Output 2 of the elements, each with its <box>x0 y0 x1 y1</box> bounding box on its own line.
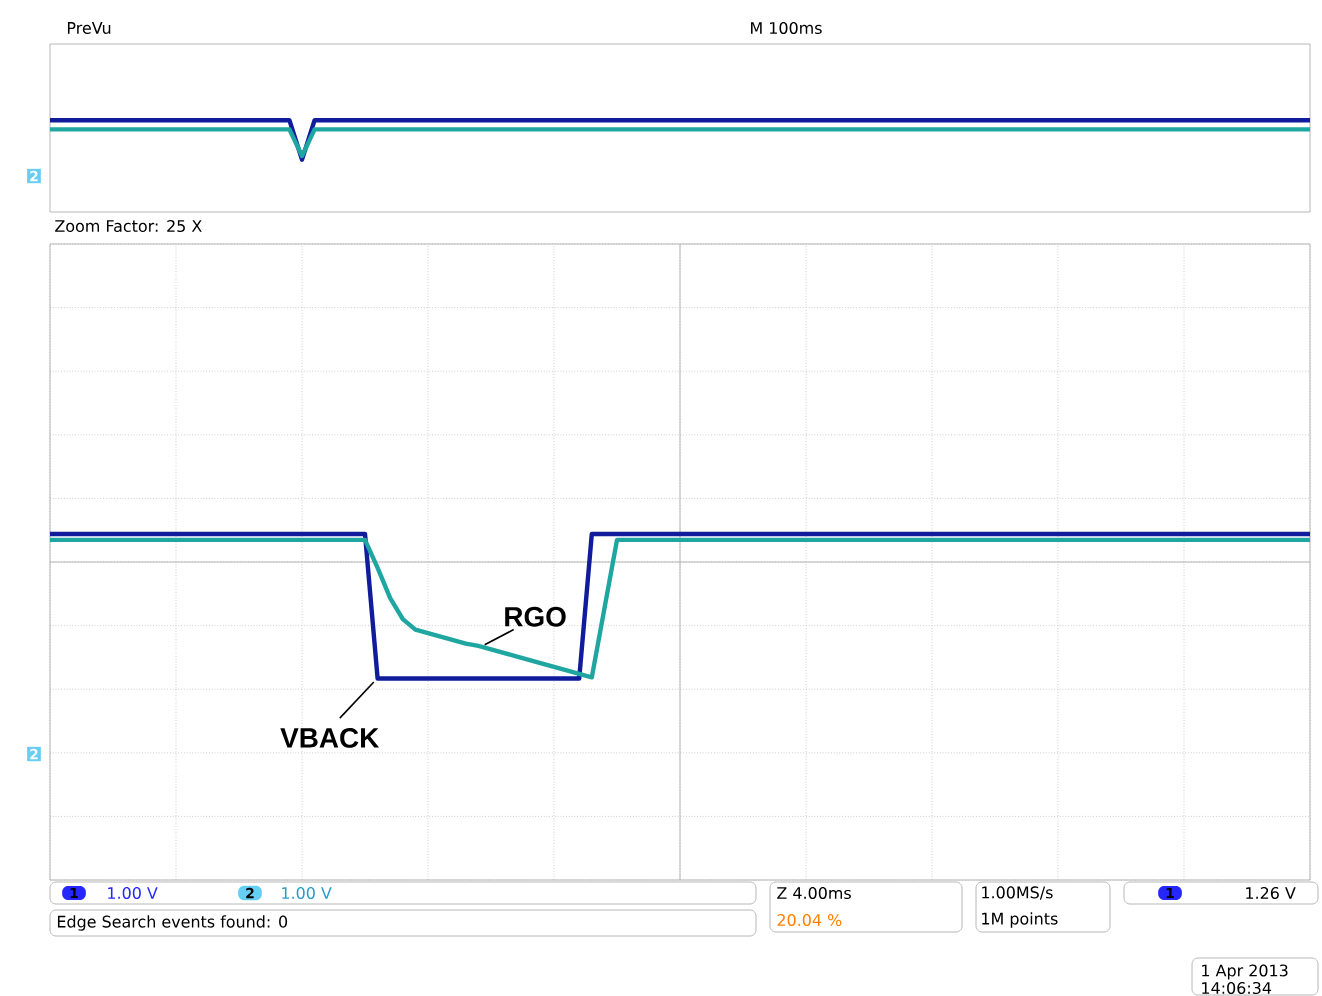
series-label: RGO <box>505 606 566 627</box>
series-label: VBACK <box>280 728 380 748</box>
